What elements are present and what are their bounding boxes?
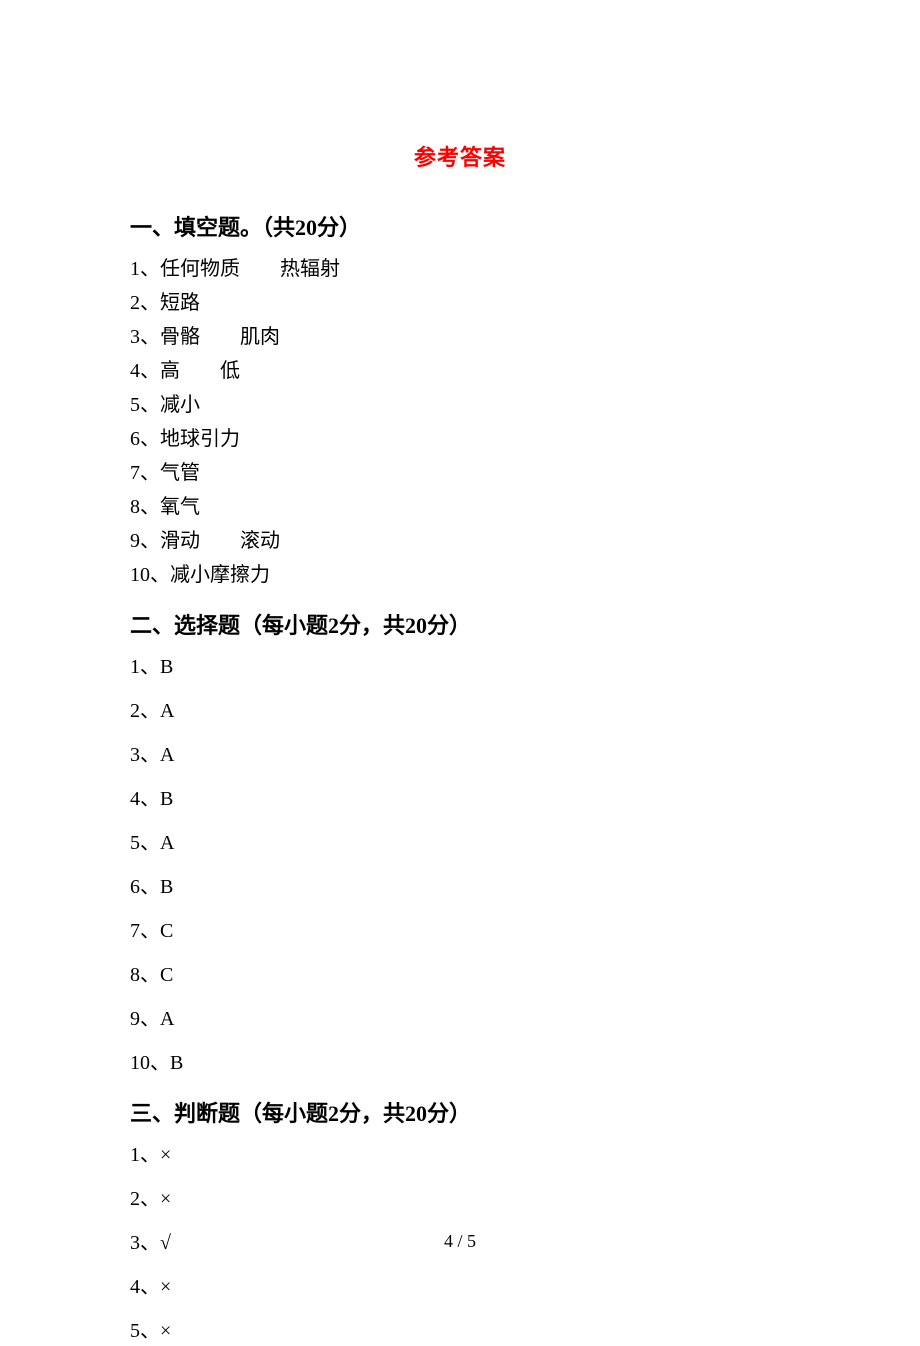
section-3-heading: 三、判断题（每小题2分，共20分） [130, 1096, 790, 1128]
answer-item: 2、A [130, 696, 790, 726]
answer-item: 9、A [130, 1004, 790, 1034]
answer-item: 1、任何物质 热辐射 [130, 254, 790, 284]
answer-item: 1、B [130, 652, 790, 682]
answer-item: 9、滑动 滚动 [130, 526, 790, 556]
answer-item: 10、减小摩擦力 [130, 560, 790, 590]
answer-item: 7、气管 [130, 458, 790, 488]
answer-item: 5、减小 [130, 390, 790, 420]
answer-item: 2、× [130, 1184, 790, 1214]
section-3: 三、判断题（每小题2分，共20分） 1、× 2、× 3、√ 4、× 5、× [130, 1096, 790, 1346]
answer-item: 4、× [130, 1272, 790, 1302]
section-1: 一、填空题。（共20分） 1、任何物质 热辐射 2、短路 3、骨骼 肌肉 4、高… [130, 210, 790, 590]
document-page: 参考答案 一、填空题。（共20分） 1、任何物质 热辐射 2、短路 3、骨骼 肌… [0, 0, 920, 1346]
answer-item: 6、地球引力 [130, 424, 790, 454]
section-2-heading: 二、选择题（每小题2分，共20分） [130, 608, 790, 640]
answer-item: 1、× [130, 1140, 790, 1170]
answer-item: 5、× [130, 1316, 790, 1346]
answer-item: 7、C [130, 916, 790, 946]
answer-item: 2、短路 [130, 288, 790, 318]
answer-item: 8、氧气 [130, 492, 790, 522]
answer-item: 6、B [130, 872, 790, 902]
answer-item: 10、B [130, 1048, 790, 1078]
answer-item: 3、A [130, 740, 790, 770]
answer-item: 8、C [130, 960, 790, 990]
answer-item: 5、A [130, 828, 790, 858]
section-1-heading: 一、填空题。（共20分） [130, 210, 790, 242]
answer-item: 4、高 低 [130, 356, 790, 386]
answer-item: 3、骨骼 肌肉 [130, 322, 790, 352]
section-2: 二、选择题（每小题2分，共20分） 1、B 2、A 3、A 4、B 5、A 6、… [130, 608, 790, 1078]
document-title: 参考答案 [130, 140, 790, 172]
answer-item: 4、B [130, 784, 790, 814]
page-number: 4 / 5 [0, 1231, 920, 1252]
